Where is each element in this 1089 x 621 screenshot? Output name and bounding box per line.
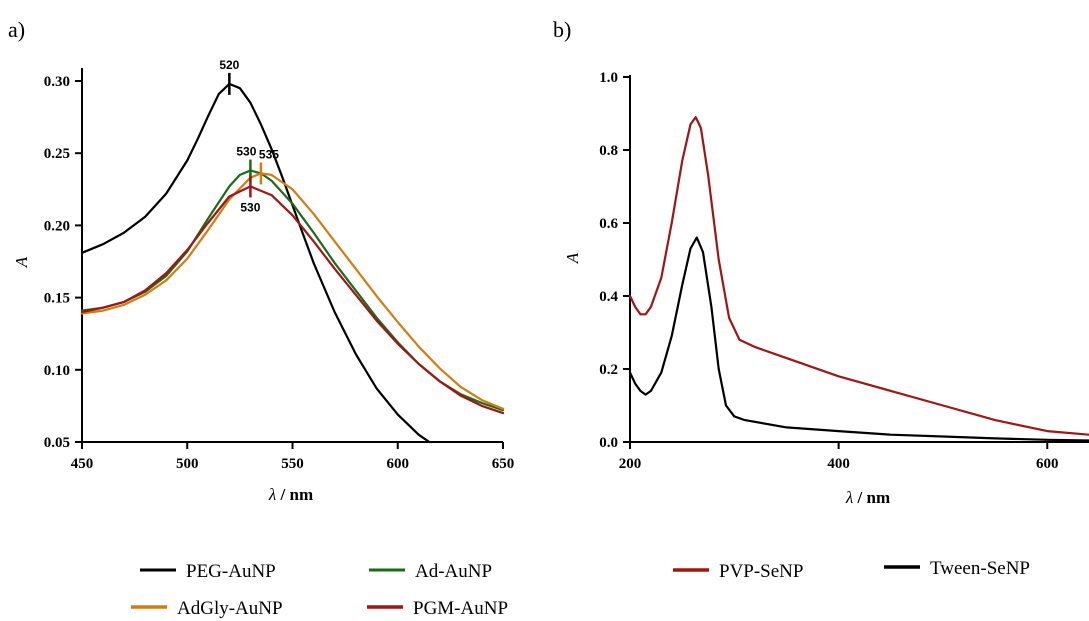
y-tick-label: 0.8 [599, 143, 618, 159]
peak-label: 535 [259, 147, 279, 161]
legend-label: PGM-AuNP [413, 598, 508, 619]
panel-a-letter: a) [8, 17, 25, 42]
panel-a-x-label-symbol: λ [268, 485, 276, 504]
x-tick-label: 650 [492, 456, 515, 472]
legend-item-peg-aunp: PEG-AuNP [140, 561, 276, 582]
panel-a: a) 450 500 550 600 650 0.05 0.10 0.15 0.20 0.25 0.… [8, 17, 514, 504]
x-tick-label: 200 [619, 456, 642, 472]
legend-label: Ad-AuNP [415, 561, 492, 582]
legend-item-pvp-senp: PVP-SeNP [673, 561, 803, 582]
legend-item-ad-aunp: Ad-AuNP [369, 561, 492, 582]
panel-b-legend: PVP-SeNP Tween-SeNP [673, 558, 1030, 582]
peak-label: 530 [236, 145, 256, 159]
y-tick-label: 0.15 [44, 291, 70, 307]
panel-b-x-label: λ / nm [845, 488, 890, 507]
x-tick-label: 400 [827, 456, 850, 472]
panel-b-x-label-unit: / nm [853, 488, 890, 507]
peak-label: 520 [219, 58, 239, 72]
x-tick-label: 550 [281, 456, 304, 472]
panel-a-legend: PEG-AuNP Ad-AuNP AdGly-AuNP PGM-AuNP [131, 561, 508, 619]
panel-b: b) 200 400 600 0.0 0.2 0.4 0.6 0.8 1.0 A λ / nm [553, 17, 1089, 507]
x-tick-label: 600 [387, 456, 410, 472]
panel-b-ticks: 200 400 600 0.0 0.2 0.4 0.6 0.8 1.0 [599, 70, 1058, 472]
panel-b-x-label-symbol: λ [845, 488, 853, 507]
x-tick-label: 500 [176, 456, 199, 472]
y-tick-label: 0.4 [599, 289, 618, 305]
legend-item-tween-senp: Tween-SeNP [884, 558, 1030, 579]
y-tick-label: 0.6 [599, 216, 618, 232]
legend-item-pgm-aunp: PGM-AuNP [367, 598, 508, 619]
series-line-tween-senp [628, 236, 1089, 442]
series-line-peg-aunp [80, 82, 431, 444]
panel-b-y-label: A [563, 252, 582, 264]
panel-b-series [628, 115, 1089, 442]
y-tick-label: 0.10 [44, 363, 70, 379]
series-line-pgm-aunp [80, 185, 505, 415]
peak-label: 530 [240, 200, 260, 214]
y-tick-label: 0.25 [44, 146, 70, 162]
y-tick-label: 0.20 [44, 218, 70, 234]
x-tick-label: 450 [71, 456, 94, 472]
y-tick-label: 1.0 [599, 70, 618, 86]
legend-item-adgly-aunp: AdGly-AuNP [131, 598, 283, 619]
series-line-adgly-aunp [80, 172, 505, 410]
panel-b-letter: b) [553, 17, 571, 42]
panel-a-ticks: 450 500 550 600 650 0.05 0.10 0.15 0.20 0.25 0.30 [44, 74, 515, 472]
x-tick-label: 600 [1036, 456, 1059, 472]
y-tick-label: 0.0 [599, 435, 618, 451]
y-tick-label: 0.05 [44, 435, 70, 451]
legend-label: PVP-SeNP [719, 561, 803, 582]
panel-a-x-label-unit: / nm [276, 485, 313, 504]
panel-a-series [80, 82, 505, 444]
legend-label: AdGly-AuNP [177, 598, 283, 619]
y-tick-label: 0.2 [599, 362, 618, 378]
legend-label: PEG-AuNP [186, 561, 276, 582]
series-line-pvp-senp [628, 115, 1089, 436]
legend-label: Tween-SeNP [930, 558, 1030, 579]
panel-a-x-label: λ / nm [268, 485, 313, 504]
y-tick-label: 0.30 [44, 74, 70, 90]
panel-a-y-label: A [12, 256, 31, 268]
